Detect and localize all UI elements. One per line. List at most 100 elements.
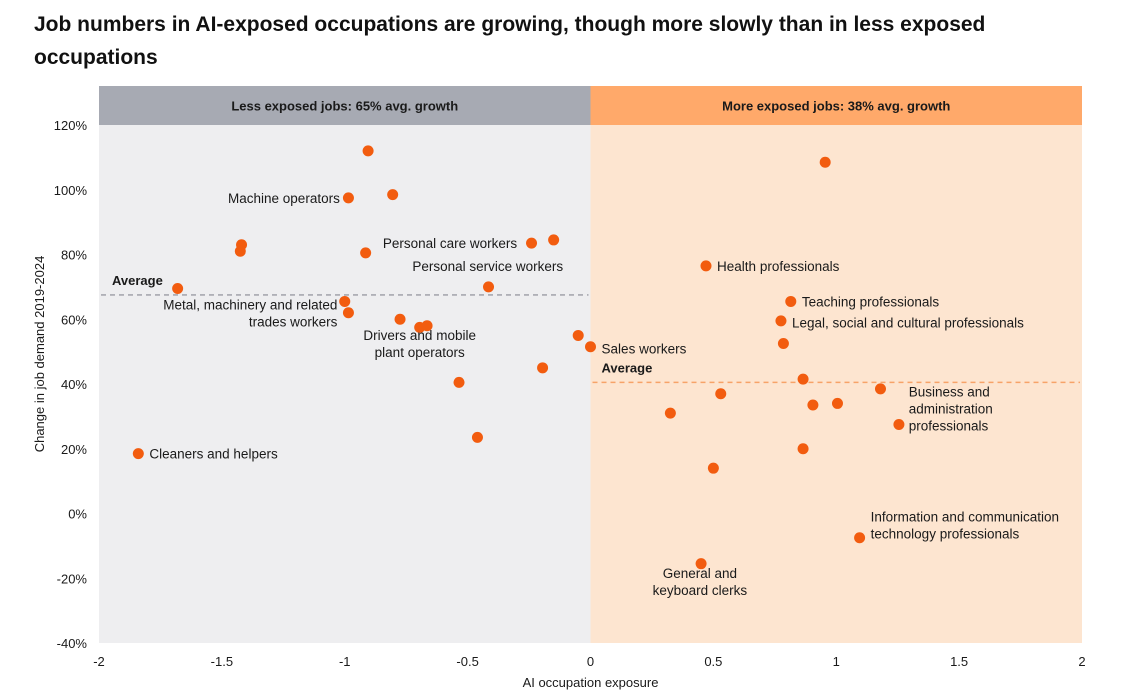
data-point [807, 399, 819, 411]
x-tick-label: 0.5 [704, 654, 722, 669]
y-tick-label: 80% [61, 248, 87, 263]
point-annotation: Drivers and mobile plant operators [363, 328, 476, 360]
data-point [797, 443, 809, 455]
annotation-line: Personal service workers [412, 259, 563, 274]
y-tick-label: 60% [61, 312, 87, 327]
region-header-0 [99, 86, 591, 125]
data-point [387, 189, 399, 201]
data-point [707, 462, 719, 474]
data-point [453, 376, 465, 388]
annotation-line: Health professionals [717, 259, 840, 274]
data-point [342, 192, 354, 204]
data-point [537, 362, 549, 374]
point-annotation: Personal service workers [412, 259, 563, 274]
data-point [893, 418, 905, 430]
y-tick-label: 0% [68, 507, 87, 522]
x-tick-label: -0.5 [456, 654, 478, 669]
point-annotation: Sales workers [602, 341, 687, 356]
region-header-label-1: More exposed jobs: 38% avg. growth [722, 99, 950, 114]
data-point [819, 156, 831, 168]
region-header-1 [590, 86, 1082, 125]
y-tick-label: 40% [61, 377, 87, 392]
data-point [172, 282, 184, 294]
point-annotation: Personal care workers [383, 236, 518, 251]
annotation-line: administration [909, 401, 993, 416]
point-annotation: Business and administration professionals [909, 384, 993, 433]
annotation-line: Drivers and mobile [363, 328, 476, 343]
data-point [585, 341, 596, 353]
region-header-label-0: Less exposed jobs: 65% avg. growth [231, 99, 458, 114]
data-point [548, 234, 560, 246]
region-fill-1 [590, 125, 1082, 643]
point-annotation: Machine operators [228, 191, 340, 206]
y-tick-label: -20% [57, 571, 88, 586]
x-tick-label: 2 [1078, 654, 1085, 669]
annotation-line: Cleaners and helpers [149, 447, 278, 462]
annotation-line: Machine operators [228, 191, 340, 206]
data-point [360, 247, 372, 259]
point-annotation: Information and communication technology … [871, 509, 1059, 541]
annotation-line: Personal care workers [383, 236, 518, 251]
annotation-line: Metal, machinery and related [163, 297, 337, 312]
annotation-line: Legal, social and cultural professionals [792, 315, 1024, 330]
annotation-line: keyboard clerks [653, 583, 748, 598]
point-annotation: Metal, machinery and related trades worke… [163, 297, 337, 329]
y-tick-label: -40% [57, 636, 88, 651]
x-tick-label: -1 [339, 654, 351, 669]
data-point [394, 313, 406, 325]
annotation-line: Teaching professionals [802, 294, 940, 309]
data-point [775, 315, 787, 327]
data-point [526, 237, 538, 249]
point-annotation: Teaching professionals [802, 294, 940, 309]
data-point [664, 407, 676, 419]
chart-title: Job numbers in AI-exposed occupations ar… [34, 13, 986, 69]
x-axis-label: AI occupation exposure [523, 675, 659, 690]
data-point [362, 145, 374, 157]
data-point [695, 558, 707, 570]
annotation-line: General and [663, 566, 737, 581]
data-point [854, 532, 866, 544]
annotation-line: Business and [909, 384, 990, 399]
x-tick-label: 0 [587, 654, 594, 669]
data-point [483, 281, 495, 293]
annotation-line: Information and communication [871, 509, 1059, 524]
point-annotations: Machine operators Personal care workers Pe… [149, 191, 1059, 598]
data-point [132, 448, 144, 460]
x-tick-label: -1.5 [211, 654, 233, 669]
data-point [874, 383, 886, 395]
y-axis-label: Change in job demand 2019-2024 [32, 256, 47, 453]
region-fill-0 [99, 125, 591, 643]
data-point [797, 373, 809, 385]
y-tick-label: 120% [54, 118, 88, 133]
data-point [421, 320, 433, 332]
x-tick-label: -2 [93, 654, 105, 669]
axes: -2 -1.5 -1 -0.5 0 0.5 1 1.5 2 -40% -20% 0% 20% 40% 60%… [32, 118, 1086, 690]
region-backgrounds: Less exposed jobs: 65% avg. growth More e… [99, 86, 1082, 643]
x-tick-label: 1 [833, 654, 840, 669]
data-point [785, 295, 797, 307]
point-annotation: Cleaners and helpers [149, 447, 278, 462]
point-annotation: Health professionals [717, 259, 840, 274]
point-annotation: Legal, social and cultural professionals [792, 315, 1024, 330]
average-label-0: Average [112, 273, 163, 288]
data-point [339, 295, 351, 307]
y-tick-label: 100% [54, 183, 88, 198]
data-point [572, 329, 584, 341]
annotation-line: trades workers [249, 314, 338, 329]
data-point [831, 397, 843, 409]
data-point [715, 388, 727, 400]
point-annotation: General and keyboard clerks [653, 566, 748, 598]
y-tick-label: 20% [61, 442, 87, 457]
annotation-line: technology professionals [871, 526, 1020, 541]
x-tick-label: 1.5 [950, 654, 968, 669]
annotation-line: Sales workers [602, 341, 687, 356]
data-point [700, 260, 712, 272]
data-point [471, 431, 483, 443]
data-point [342, 307, 354, 319]
data-point [777, 338, 789, 350]
average-lines: Average Average [101, 273, 1080, 384]
average-label-1: Average [602, 360, 653, 375]
data-point [234, 245, 246, 257]
data-points [132, 145, 905, 570]
